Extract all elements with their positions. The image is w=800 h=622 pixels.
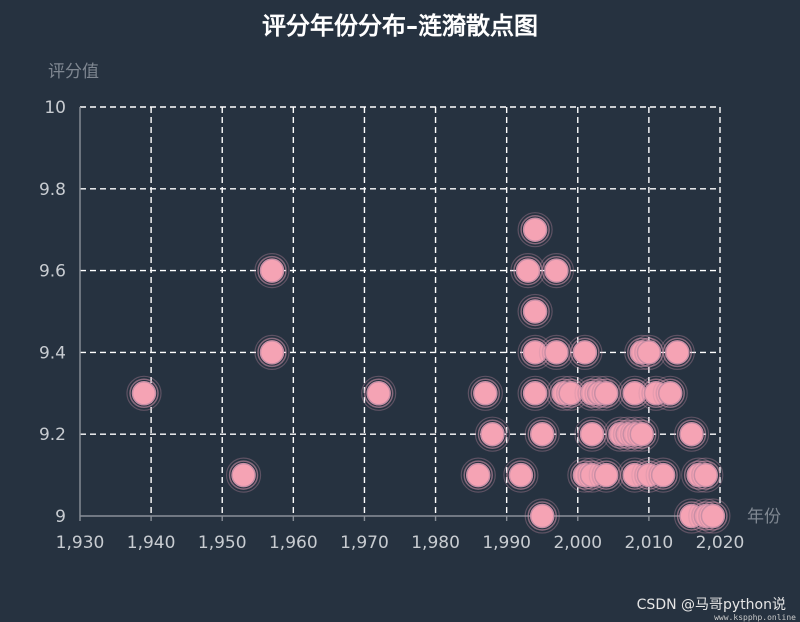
scatter-point [517, 212, 553, 248]
chart-title: 评分年份分布–涟漪散点图 [262, 12, 538, 40]
x-tick-label: 1,970 [340, 533, 389, 553]
y-tick-label: 9 [55, 507, 66, 527]
grid-lines [80, 106, 721, 516]
scatter-point [652, 375, 688, 411]
scatter-point [695, 498, 731, 534]
scatter-point [688, 457, 724, 493]
scatter-point [361, 375, 397, 411]
data-points [126, 212, 731, 534]
y-axis-name: 评分值 [48, 62, 99, 82]
watermark-small: www.kspphp.online [714, 613, 796, 622]
x-tick-label: 1,930 [56, 533, 105, 553]
scatter-point [659, 334, 695, 370]
x-axis-name: 年份 [747, 507, 781, 527]
scatter-point [460, 457, 496, 493]
scatter-point [517, 293, 553, 330]
scatter-point [467, 375, 503, 411]
watermark: CSDN @马哥python说 [636, 597, 786, 613]
scatter-point [517, 375, 553, 411]
scatter-point [524, 416, 560, 452]
scatter-point [624, 416, 660, 452]
scatter-point [126, 375, 162, 411]
axes [79, 107, 721, 521]
x-tick-label: 2,010 [625, 533, 674, 553]
x-tick-label: 2,000 [553, 533, 602, 553]
scatter-point [254, 253, 290, 289]
scatter-point [645, 457, 681, 493]
y-tick-label: 9.8 [39, 180, 66, 200]
tick-labels: 1,930 1,940 1,950 1,960 1,970 1,980 1,990 2,000… [39, 98, 744, 553]
x-tick-label: 1,950 [198, 533, 247, 553]
scatter-point [254, 334, 290, 370]
x-tick-label: 1,990 [482, 533, 531, 553]
x-tick-label: 1,940 [127, 533, 176, 553]
y-tick-label: 9.6 [39, 262, 66, 282]
y-tick-label: 10 [44, 98, 66, 118]
scatter-point [538, 253, 575, 289]
scatter-point [673, 416, 710, 452]
scatter-point [474, 416, 511, 452]
x-tick-label: 1,960 [269, 533, 318, 553]
y-tick-label: 9.2 [39, 425, 66, 445]
x-tick-label: 2,020 [696, 533, 745, 553]
scatter-point [524, 498, 560, 534]
scatter-point [567, 334, 603, 370]
scatter-point [503, 457, 539, 493]
x-tick-label: 1,980 [411, 533, 460, 553]
scatter-point [225, 457, 262, 493]
y-tick-label: 9.4 [39, 343, 66, 363]
